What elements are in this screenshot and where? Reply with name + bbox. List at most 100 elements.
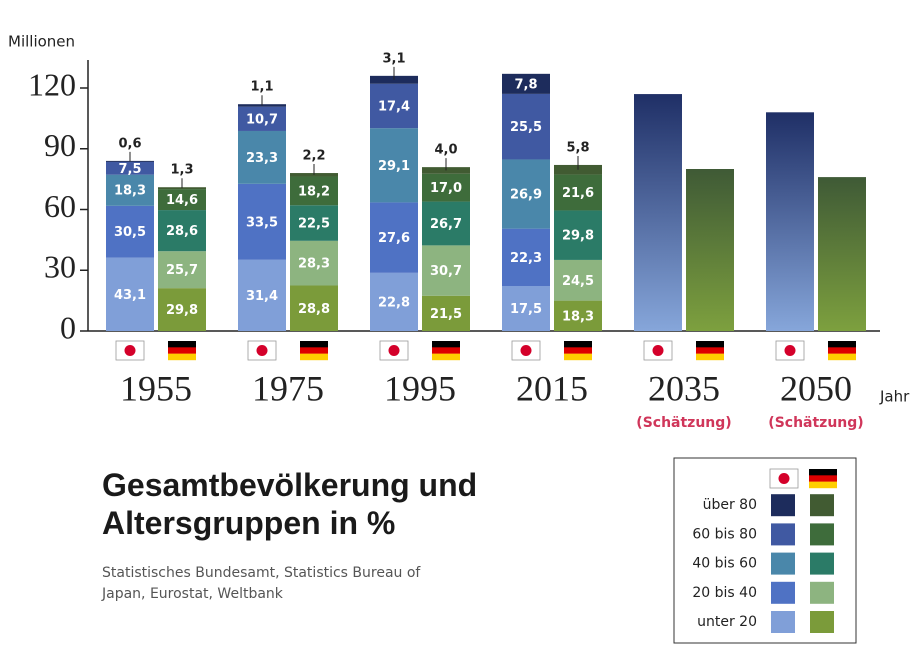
segment-label: 25,7 <box>166 263 198 278</box>
flag-germany-stripe <box>300 341 328 348</box>
bar-segment <box>158 288 206 331</box>
flag-japan-disc <box>388 345 400 356</box>
y-tick-label: 120 <box>28 66 76 102</box>
legend-swatch <box>810 581 834 604</box>
x-axis-label: Jahr <box>879 388 910 406</box>
segment-label: 18,3 <box>114 184 146 199</box>
bar-segment <box>554 259 602 301</box>
legend-swatch <box>810 494 834 517</box>
segment-label: 28,8 <box>298 302 330 317</box>
x-tick-label: 1975 <box>252 368 324 408</box>
flag-germany-stripe <box>809 475 837 482</box>
legend-label: 40 bis 60 <box>692 556 757 572</box>
flag-japan-disc <box>778 473 790 484</box>
bar-segment <box>158 210 206 252</box>
segment-label: 4,0 <box>434 143 457 158</box>
category-note: (Schätzung) <box>768 415 863 431</box>
segment-label: 28,3 <box>298 257 330 272</box>
projection-bar <box>766 112 814 331</box>
flag-germany-stripe <box>564 341 592 348</box>
legend-label: über 80 <box>703 497 757 513</box>
bar-segment <box>370 202 418 273</box>
flag-germany-stripe <box>696 347 724 354</box>
bar-segment <box>370 272 418 331</box>
bar-segment <box>238 130 286 184</box>
flag-japan-disc <box>652 345 664 356</box>
projection-bar <box>634 94 682 331</box>
segment-label: 2,2 <box>302 149 325 164</box>
segment-label: 0,6 <box>118 136 141 151</box>
x-tick-label: 2015 <box>516 368 588 408</box>
legend-swatch <box>771 581 795 604</box>
segment-label: 29,8 <box>166 303 198 318</box>
bar-segment <box>290 205 338 241</box>
flag-germany-stripe <box>828 341 856 348</box>
segment-label: 14,6 <box>166 193 198 208</box>
segment-label: 33,5 <box>246 215 278 230</box>
flag-germany-stripe <box>432 341 460 348</box>
bar-segment <box>238 259 286 331</box>
segment-label: 5,8 <box>566 140 589 155</box>
y-tick-label: 30 <box>44 249 76 285</box>
bar-segment <box>554 210 602 260</box>
bar-segment <box>106 257 154 331</box>
segment-label: 29,1 <box>378 159 410 174</box>
bar-segment <box>238 183 286 260</box>
legend-swatch <box>771 552 795 575</box>
flag-germany-stripe <box>300 347 328 354</box>
flag-germany-stripe <box>168 341 196 348</box>
segment-label: 1,1 <box>250 80 273 95</box>
bar-segment <box>370 128 418 203</box>
bar-segment <box>370 83 418 129</box>
segment-label: 30,7 <box>430 264 462 279</box>
segment-label: 21,6 <box>562 186 594 201</box>
bar-segment <box>106 174 154 206</box>
segment-label: 18,2 <box>298 184 330 199</box>
legend-swatch <box>771 523 795 546</box>
legend-label: 60 bis 80 <box>692 526 757 542</box>
bar-segment <box>502 73 550 94</box>
bar-segment <box>106 205 154 258</box>
segment-label: 26,7 <box>430 217 462 232</box>
y-tick-label: 90 <box>44 127 76 163</box>
y-tick-label: 0 <box>60 309 76 345</box>
segment-label: 7,5 <box>118 162 141 177</box>
x-tick-label: 2035 <box>648 368 720 408</box>
segment-label: 23,3 <box>246 151 278 166</box>
flag-japan-disc <box>784 345 796 356</box>
legend-box <box>673 457 857 644</box>
bar-segment <box>158 189 206 211</box>
legend-label: 20 bis 40 <box>692 585 757 601</box>
bar-segment <box>158 187 206 190</box>
bar-segment <box>106 161 154 175</box>
y-axis-label: Millionen <box>8 33 75 51</box>
segment-label: 43,1 <box>114 288 146 303</box>
segment-label: 17,4 <box>378 99 410 114</box>
bar-segment <box>422 173 470 202</box>
segment-label: 17,0 <box>430 181 462 196</box>
flag-germany-stripe <box>564 347 592 354</box>
flag-germany-stripe <box>828 353 856 361</box>
bar-segment <box>290 285 338 331</box>
segment-label: 28,6 <box>166 224 198 239</box>
bar-segment <box>422 295 470 331</box>
legend-swatch <box>810 523 834 546</box>
segment-label: 1,3 <box>170 163 193 178</box>
segment-label: 10,7 <box>246 112 278 127</box>
flag-germany-stripe <box>432 353 460 361</box>
segment-label: 17,5 <box>510 302 542 317</box>
bar-segment <box>290 176 338 206</box>
legend-swatch <box>771 611 795 633</box>
segment-label: 7,8 <box>514 77 537 92</box>
bar-segment <box>502 159 550 229</box>
flag-germany-stripe <box>168 353 196 361</box>
segment-label: 27,6 <box>378 231 410 246</box>
segment-label: 22,8 <box>378 295 410 310</box>
bar-segment <box>158 251 206 289</box>
legend-swatch <box>810 552 834 575</box>
category-note: (Schätzung) <box>636 415 731 431</box>
flag-germany-stripe <box>809 469 837 476</box>
segment-label: 25,5 <box>510 120 542 135</box>
segment-label: 22,3 <box>510 251 542 266</box>
